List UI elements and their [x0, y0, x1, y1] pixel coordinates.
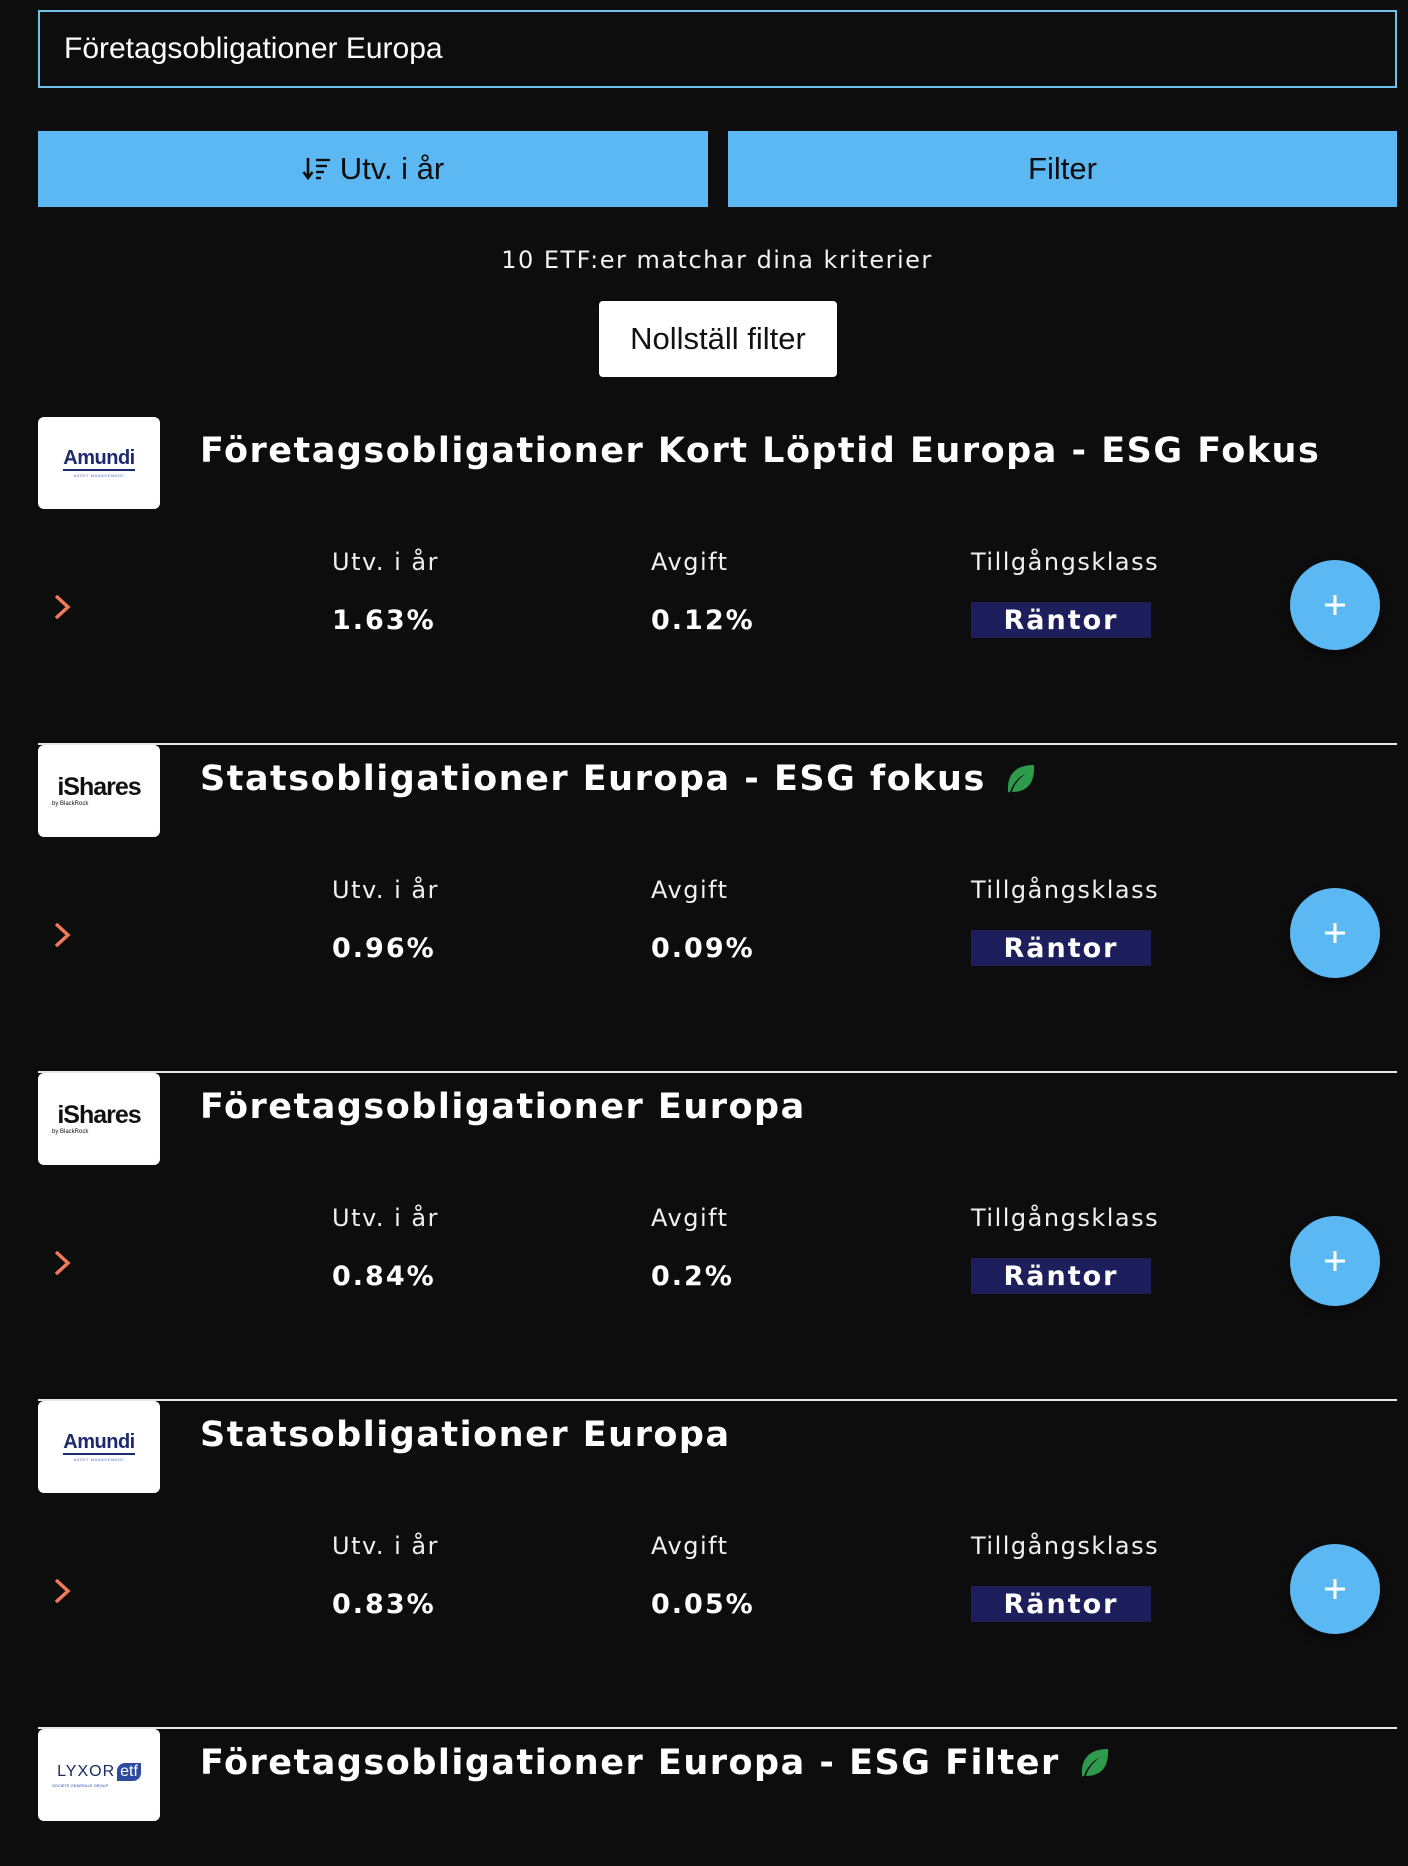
return-value: 0.84% — [332, 1261, 436, 1292]
fund-card: Amundi ASSET MANAGEMENT Företagsobligati… — [38, 417, 1397, 745]
sort-descending-icon — [302, 155, 332, 183]
divider — [38, 1399, 1397, 1401]
fund-name: Företagsobligationer Kort Löptid Europa … — [200, 431, 1321, 471]
asset-class-label: Tillgångsklass — [971, 876, 1160, 904]
return-label: Utv. i år — [332, 876, 439, 904]
filter-button[interactable]: Filter — [728, 131, 1397, 207]
fee-value: 0.05% — [651, 1589, 755, 1620]
logo-subtext: ASSET MANAGEMENT — [73, 1457, 125, 1462]
asset-class-label: Tillgångsklass — [971, 548, 1160, 576]
fund-title[interactable]: Statsobligationer Europa — [200, 1415, 731, 1455]
fund-logo-amundi: Amundi ASSET MANAGEMENT — [38, 1401, 160, 1493]
fund-card: iShares by BlackRock Statsobligationer E… — [38, 745, 1397, 1073]
logo-text: LYXOR — [57, 1762, 116, 1780]
logo-subtext: by BlackRock — [52, 1129, 89, 1135]
divider — [38, 1727, 1397, 1729]
chevron-right-icon[interactable] — [50, 1248, 74, 1278]
fund-card: Amundi ASSET MANAGEMENT Statsobligatione… — [38, 1401, 1397, 1729]
return-label: Utv. i år — [332, 1532, 439, 1560]
add-button[interactable] — [1290, 560, 1380, 650]
logo-subtext: SOCIETE GENERALE GROUP — [52, 1782, 109, 1788]
toolbar: Utv. i år Filter — [38, 131, 1397, 207]
logo-subtext: by BlackRock — [52, 801, 89, 807]
esg-leaf-icon — [1078, 1746, 1112, 1780]
fund-title[interactable]: Företagsobligationer Europa — [200, 1087, 806, 1127]
logo-text: Amundi — [63, 447, 135, 471]
return-value: 1.63% — [332, 605, 436, 636]
asset-class-label: Tillgångsklass — [971, 1532, 1160, 1560]
sort-button[interactable]: Utv. i år — [38, 131, 708, 207]
return-label: Utv. i år — [332, 548, 439, 576]
fund-title[interactable]: Företagsobligationer Kort Löptid Europa … — [200, 431, 1320, 471]
fee-label: Avgift — [651, 1204, 729, 1232]
asset-class-badge: Räntor — [971, 930, 1151, 966]
add-button[interactable] — [1290, 1216, 1380, 1306]
chevron-right-icon[interactable] — [50, 592, 74, 622]
add-button[interactable] — [1290, 1544, 1380, 1634]
fund-name: Statsobligationer Europa - ESG fokus — [200, 759, 986, 799]
esg-leaf-icon — [1004, 762, 1038, 796]
fund-title[interactable]: Statsobligationer Europa - ESG fokus — [200, 759, 1038, 799]
match-count-text: 10 ETF:er matchar dina kriterier — [501, 246, 933, 274]
fund-title[interactable]: Företagsobligationer Europa - ESG Filter — [200, 1743, 1112, 1783]
asset-class-badge: Räntor — [971, 1586, 1151, 1622]
fee-label: Avgift — [651, 876, 729, 904]
return-value: 0.83% — [332, 1589, 436, 1620]
fund-name: Statsobligationer Europa — [200, 1415, 731, 1455]
reset-filter-button[interactable]: Nollställ filter — [599, 301, 837, 377]
fund-name: Företagsobligationer Europa — [200, 1087, 806, 1127]
search-box[interactable] — [38, 10, 1397, 88]
logo-lyxor-mark: LYXOR etf — [57, 1762, 141, 1781]
return-label: Utv. i år — [332, 1204, 439, 1232]
fund-logo-lyxor: LYXOR etf SOCIETE GENERALE GROUP — [38, 1729, 160, 1821]
fund-name: Företagsobligationer Europa - ESG Filter — [200, 1743, 1060, 1783]
plus-icon — [1325, 923, 1345, 943]
fund-logo-ishares: iShares by BlackRock — [38, 1073, 160, 1165]
fund-card: iShares by BlackRock Företagsobligatione… — [38, 1073, 1397, 1401]
fee-value: 0.2% — [651, 1261, 734, 1292]
filter-button-label: Filter — [1028, 151, 1097, 186]
return-value: 0.96% — [332, 933, 436, 964]
logo-etf-text: etf — [117, 1762, 141, 1781]
fee-label: Avgift — [651, 548, 729, 576]
asset-class-label: Tillgångsklass — [971, 1204, 1160, 1232]
fund-logo-amundi: Amundi ASSET MANAGEMENT — [38, 417, 160, 509]
fee-label: Avgift — [651, 1532, 729, 1560]
fund-card: LYXOR etf SOCIETE GENERALE GROUP Företag… — [38, 1729, 1397, 1866]
chevron-right-icon[interactable] — [50, 1576, 74, 1606]
logo-text: Amundi — [63, 1431, 135, 1455]
chevron-right-icon[interactable] — [50, 920, 74, 950]
asset-class-badge: Räntor — [971, 1258, 1151, 1294]
divider — [38, 743, 1397, 745]
fee-value: 0.09% — [651, 933, 755, 964]
add-button[interactable] — [1290, 888, 1380, 978]
fund-logo-ishares: iShares by BlackRock — [38, 745, 160, 837]
plus-icon — [1325, 595, 1345, 615]
logo-text: iShares — [57, 773, 141, 801]
logo-subtext: ASSET MANAGEMENT — [73, 473, 125, 478]
plus-icon — [1325, 1251, 1345, 1271]
divider — [38, 1071, 1397, 1073]
plus-icon — [1325, 1579, 1345, 1599]
asset-class-badge: Räntor — [971, 602, 1151, 638]
sort-button-label: Utv. i år — [339, 151, 445, 186]
logo-text: iShares — [57, 1101, 141, 1129]
search-input[interactable] — [64, 32, 1395, 66]
fee-value: 0.12% — [651, 605, 755, 636]
